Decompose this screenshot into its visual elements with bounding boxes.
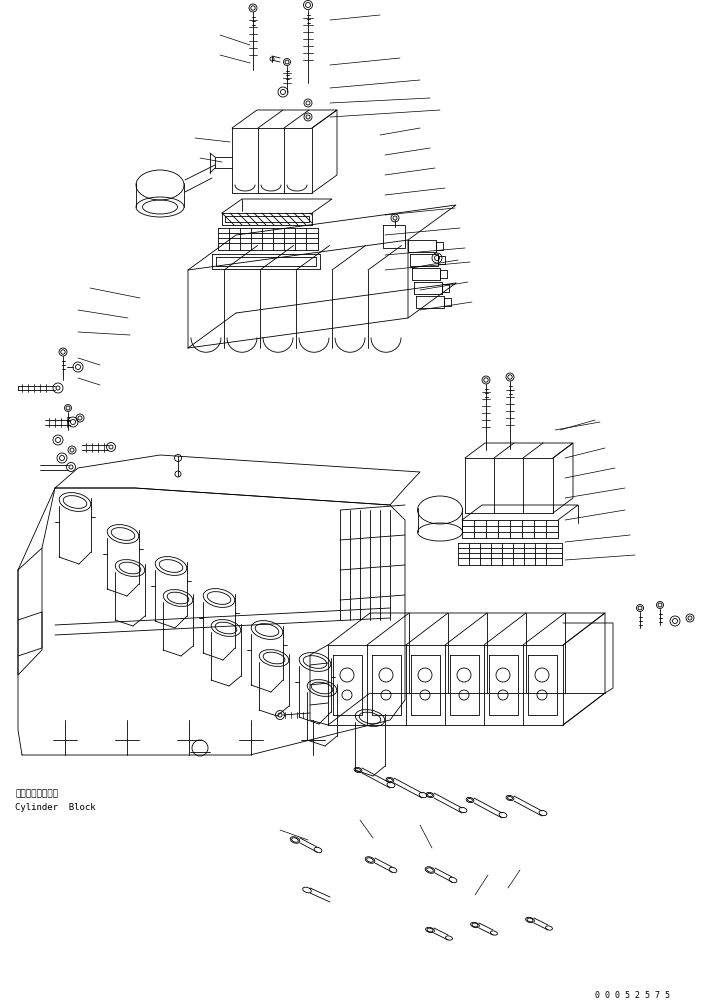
Text: 0 0 0 5 2 5 7 5: 0 0 0 5 2 5 7 5 xyxy=(595,991,670,1000)
Text: Cylinder  Block: Cylinder Block xyxy=(15,803,96,812)
Text: シリンダブロック: シリンダブロック xyxy=(15,789,58,798)
